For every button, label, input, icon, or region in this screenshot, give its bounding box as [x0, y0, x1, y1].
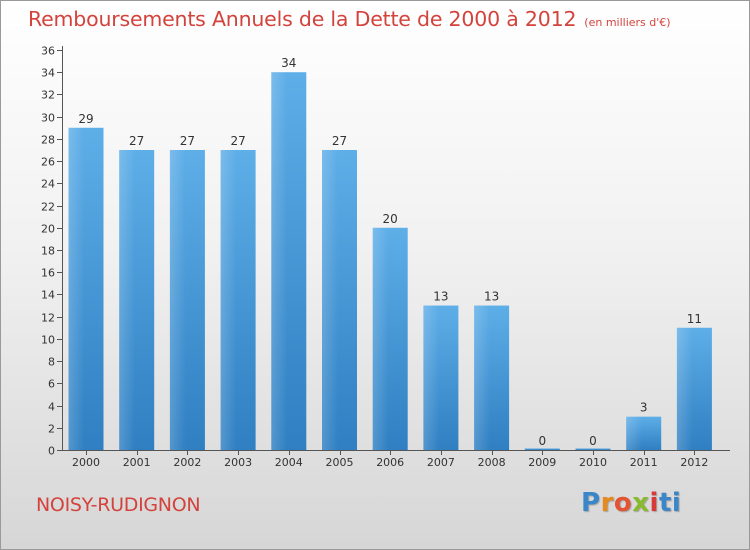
- bar-value-label: 11: [687, 312, 702, 326]
- bar-highlight: [626, 416, 642, 450]
- x-tick-label: 2004: [275, 456, 303, 469]
- bar-value-label: 27: [332, 134, 347, 148]
- bar-value-label: 27: [129, 134, 144, 148]
- x-tick-label: 2006: [376, 456, 404, 469]
- y-tick-label: 16: [41, 267, 55, 280]
- x-tick-label: 2000: [72, 456, 100, 469]
- bar-value-label: 29: [78, 112, 93, 126]
- y-tick-label: 36: [41, 45, 55, 58]
- bar-value-label: 13: [484, 290, 499, 304]
- chart-title-text: Remboursements Annuels de la Dette de 20…: [28, 7, 577, 31]
- commune-name: NOISY-RUDIGNON: [36, 494, 201, 516]
- bar-highlight: [676, 327, 693, 450]
- y-tick-label: 18: [41, 245, 55, 258]
- y-tick-label: 12: [41, 312, 55, 325]
- bar-highlight: [372, 227, 389, 450]
- bar: [524, 448, 560, 450]
- bar-value-label: 0: [538, 434, 546, 448]
- logo-letter: o: [613, 488, 633, 518]
- bar-value-label: 34: [281, 56, 296, 70]
- bar-value-label: 27: [230, 134, 245, 148]
- y-tick-label: 0: [48, 445, 55, 458]
- y-tick-label: 24: [41, 178, 55, 191]
- logo-letter: r: [600, 488, 614, 518]
- x-tick-label: 2011: [630, 456, 658, 469]
- x-tick-label: 2005: [326, 456, 354, 469]
- logo-letter: x: [632, 488, 650, 518]
- x-tick-label: 2001: [123, 456, 151, 469]
- y-tick-label: 30: [41, 112, 55, 125]
- bar-value-label: 3: [640, 401, 648, 415]
- x-tick-label: 2007: [427, 456, 455, 469]
- logo-letter: ti: [658, 488, 682, 518]
- x-tick-label: 2002: [173, 456, 201, 469]
- x-tick-label: 2003: [224, 456, 252, 469]
- bar-highlight: [220, 150, 237, 450]
- bar-highlight: [119, 150, 135, 450]
- bar-value-label: 27: [180, 134, 195, 148]
- chart-title: Remboursements Annuels de la Dette de 20…: [28, 7, 671, 31]
- bar-highlight: [68, 127, 85, 451]
- x-tick-label: 2008: [478, 456, 506, 469]
- bar-highlight: [271, 72, 288, 450]
- proxiti-logo: Proxiti: [581, 488, 681, 518]
- bar-value-label: 0: [589, 434, 597, 448]
- y-tick-label: 32: [41, 89, 55, 102]
- logo-letter: i: [649, 488, 659, 518]
- y-tick-label: 2: [48, 423, 55, 436]
- bar-highlight: [423, 305, 440, 450]
- x-tick-label: 2012: [680, 456, 708, 469]
- bar-highlight: [169, 150, 186, 450]
- y-tick-label: 6: [48, 378, 55, 391]
- bar-highlight: [322, 150, 338, 450]
- y-tick-label: 22: [41, 201, 55, 214]
- bar-highlight: [474, 305, 490, 450]
- chart-bars: [68, 72, 712, 451]
- bar-value-label: 20: [383, 212, 398, 226]
- logo-letter: P: [581, 488, 601, 518]
- y-tick-label: 8: [48, 356, 55, 369]
- y-tick-label: 26: [41, 156, 55, 169]
- bar: [575, 448, 611, 450]
- y-tick-label: 4: [48, 401, 55, 414]
- chart-unit-label: (en milliers d'€): [584, 16, 671, 29]
- x-tick-label: 2009: [528, 456, 556, 469]
- y-tick-label: 34: [41, 67, 55, 80]
- y-tick-label: 28: [41, 134, 55, 147]
- y-tick-label: 10: [41, 334, 55, 347]
- y-tick-label: 14: [41, 289, 55, 302]
- bar-value-label: 13: [433, 290, 448, 304]
- y-tick-label: 20: [41, 223, 55, 236]
- x-tick-label: 2010: [579, 456, 607, 469]
- chart-labels: 2000292001272002272003272004342005272006…: [72, 56, 708, 469]
